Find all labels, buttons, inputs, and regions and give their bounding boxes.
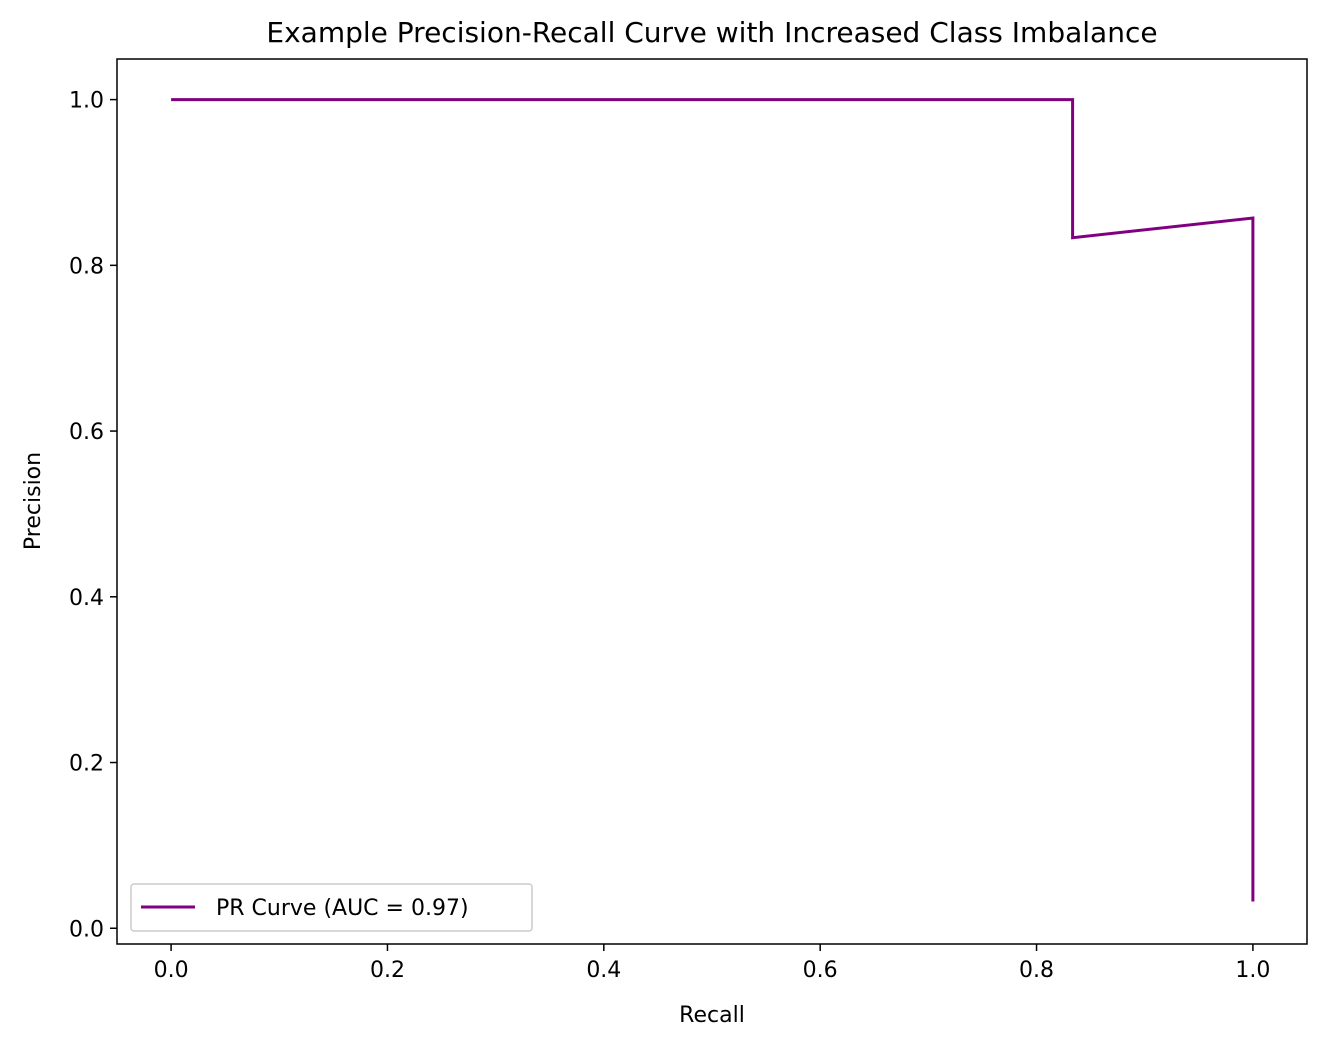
y-tick-label: 1.0 (69, 89, 104, 114)
y-axis-ticks: 0.0 0.2 0.4 0.6 0.8 1.0 (69, 89, 117, 942)
x-tick-label: 0.6 (803, 958, 838, 983)
y-tick-label: 0.6 (69, 420, 104, 445)
y-axis-label: Precision (21, 452, 46, 550)
series-layer (171, 98, 1255, 902)
plot-area (117, 59, 1307, 944)
pr-curve-line (171, 98, 1255, 902)
x-tick-label: 0.8 (1019, 958, 1054, 983)
x-tick-label: 0.4 (586, 958, 621, 983)
y-tick-label: 0.2 (69, 752, 104, 777)
x-tick-label: 0.0 (154, 958, 189, 983)
legend: PR Curve (AUC = 0.97) (130, 883, 533, 932)
x-tick-label: 1.0 (1235, 958, 1270, 983)
y-tick-label: 0.4 (69, 586, 104, 611)
x-axis-ticks: 0.0 0.2 0.4 0.6 0.8 1.0 (154, 944, 1270, 983)
x-axis-label: Recall (679, 1003, 745, 1028)
plot-frame (116, 58, 1308, 945)
chart-title: Example Precision-Recall Curve with Incr… (266, 16, 1157, 49)
legend-label-pr-curve: PR Curve (AUC = 0.97) (216, 896, 469, 921)
y-tick-label: 0.8 (69, 254, 104, 279)
legend-box (130, 883, 533, 932)
y-tick-label: 0.0 (69, 917, 104, 942)
x-tick-label: 0.2 (370, 958, 405, 983)
